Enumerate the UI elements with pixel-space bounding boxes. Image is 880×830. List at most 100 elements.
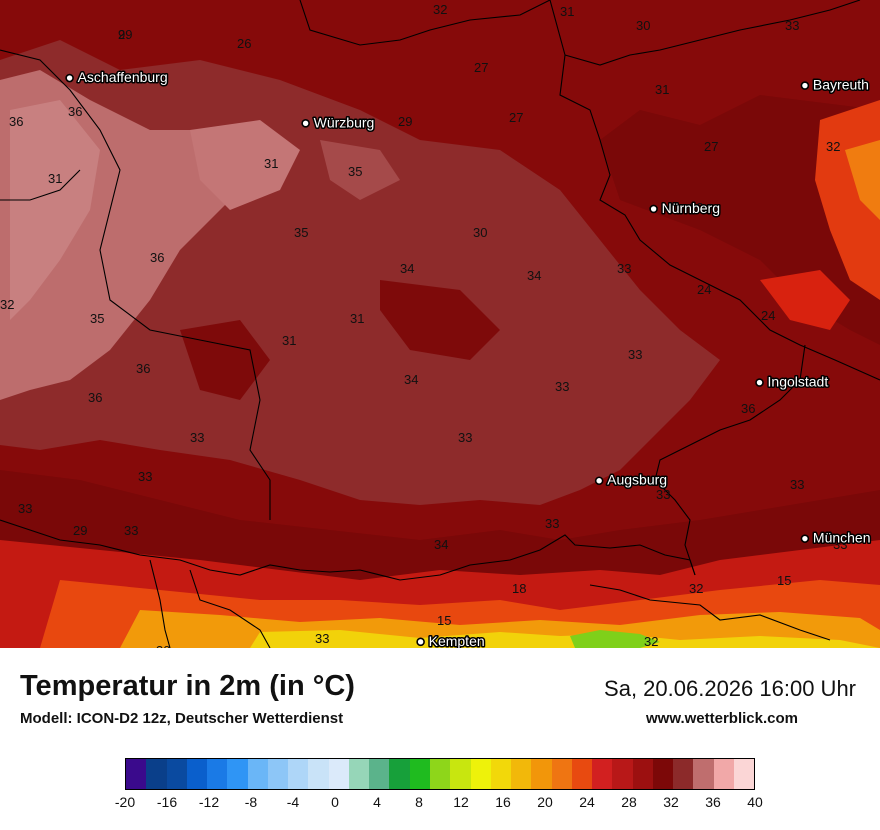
isotherm-label: 31 [264, 156, 278, 171]
isotherm-label: 32 [826, 139, 840, 154]
isotherm-label: 33 [555, 379, 569, 394]
isotherm-label: 33 [18, 501, 32, 516]
isotherm-label: 33 [545, 516, 559, 531]
temperature-map[interactable]: 29 26 32 31 30 33 27 31 36 36 29 27 27 32 31 31 35 36 35 32… [0, 0, 880, 648]
color-scale-swatch [267, 759, 289, 789]
color-scale-swatch [612, 759, 633, 789]
isotherm-label: 36 [9, 114, 23, 129]
city-dot [755, 378, 764, 387]
isotherm-label: 33 [458, 430, 472, 445]
color-scale-swatch [186, 759, 208, 789]
isotherm-label: 33 [190, 430, 204, 445]
isotherm-label: 29 [398, 114, 412, 129]
city-marker[interactable]: Würzburg [301, 113, 376, 132]
isotherm-label: 31 [350, 311, 364, 326]
color-scale-swatch [693, 759, 714, 789]
isotherm-label: 34 [434, 537, 448, 552]
isotherm-label: 18 [512, 581, 526, 596]
city-marker[interactable]: Aschaffenburg [65, 68, 169, 87]
color-scale-swatch [308, 759, 329, 789]
city-label: München [813, 530, 871, 546]
isotherm-label: 32 [0, 297, 14, 312]
color-scale-swatch [409, 759, 430, 789]
website-link[interactable]: www.wetterblick.com [646, 710, 798, 727]
isotherm-label: 33 [628, 347, 642, 362]
color-scale-swatch [288, 759, 309, 789]
city-marker[interactable]: Ingolstadt [755, 372, 830, 391]
city-dot [800, 81, 810, 90]
isotherm-label: 9 [118, 27, 125, 42]
color-scale-tick: 0 [331, 794, 339, 810]
color-scale-swatch [652, 759, 674, 789]
city-dot [416, 637, 425, 647]
color-scale-swatch [733, 759, 755, 789]
color-scale-swatch [551, 759, 572, 789]
isotherm-label: 36 [741, 401, 755, 416]
isotherm-label: 31 [48, 171, 62, 186]
color-scale-swatch [450, 759, 471, 789]
city-label: Würzburg [314, 114, 375, 130]
isotherm-label: 27 [474, 60, 488, 75]
forecast-datetime: Sa, 20.06.2026 16:00 Uhr [604, 676, 856, 701]
color-scale-tick: 20 [537, 794, 553, 810]
isotherm-label: 15 [437, 613, 451, 628]
city-marker[interactable]: Nürnberg [649, 198, 721, 217]
color-scale-tick: 32 [663, 794, 679, 810]
borders [0, 0, 880, 648]
city-marker[interactable]: Kempten [416, 631, 486, 648]
color-scale-swatch [369, 759, 390, 789]
isotherm-label: 33 [656, 487, 670, 502]
isotherm-label: 36 [88, 390, 102, 405]
color-scale-swatch [713, 759, 734, 789]
isotherm-label: 33 [833, 537, 847, 552]
isotherm-label: 26 [237, 36, 251, 51]
isotherm-label: 27 [704, 139, 718, 154]
city-marker[interactable]: Bayreuth [800, 75, 870, 94]
isotherm-label: 30 [473, 225, 487, 240]
color-scale-swatch [126, 759, 147, 789]
color-scale-swatch [166, 759, 187, 789]
isotherm-label: 24 [761, 308, 775, 323]
isotherm-label: 34 [400, 261, 414, 276]
color-scale-tick: 12 [453, 794, 469, 810]
isotherm-label: 30 [636, 18, 650, 33]
color-scale-tick: -16 [156, 794, 178, 810]
color-scale-tick: 36 [705, 794, 721, 810]
isotherm-label: 35 [294, 225, 308, 240]
city-dot [301, 119, 310, 128]
city-dot [800, 534, 810, 543]
map-title: Temperatur in 2m (in °C) [20, 670, 355, 702]
color-scale-swatch [490, 759, 512, 789]
color-scale-tick: 24 [579, 794, 595, 810]
color-scale-swatch [511, 759, 532, 789]
city-marker[interactable]: Augsburg [594, 470, 669, 489]
city-marker[interactable]: München [800, 528, 872, 547]
city-label: Nürnberg [662, 200, 720, 216]
color-scale-swatch [531, 759, 552, 789]
isotherm-label: 33 [124, 523, 138, 538]
isotherm-label: 32 [689, 581, 703, 596]
isotherm-label: 36 [136, 361, 150, 376]
city-dot [594, 476, 604, 486]
color-scale-swatch [328, 759, 349, 789]
temperature-zones [0, 0, 880, 648]
isotherm-label: 33 [785, 18, 799, 33]
color-scale-swatch [592, 759, 613, 789]
isotherm-labels: 29 26 32 31 30 33 27 31 36 36 29 27 27 32 31 31 35 36 35 32… [0, 2, 847, 648]
color-scale-swatch [673, 759, 694, 789]
isotherm-label: 33 [138, 469, 152, 484]
color-scale-swatch [632, 759, 653, 789]
city-dot [649, 204, 658, 214]
city-label: Bayreuth [813, 77, 869, 93]
isotherm-label: 35 [348, 164, 362, 179]
isotherm-label: 15 [777, 573, 791, 588]
color-scale-tick: 8 [415, 794, 423, 810]
isotherm-label: 27 [509, 110, 523, 125]
isotherm-label: 30 [156, 643, 170, 648]
isotherm-label: 34 [404, 372, 418, 387]
city-markers: AschaffenburgWürzburgBayreuthNürnbergReg… [65, 68, 872, 648]
color-scale-tick: -8 [244, 794, 258, 810]
model-info: Modell: ICON-D2 12z, Deutscher Wetterdie… [20, 710, 344, 727]
isotherm-label: 36 [150, 250, 164, 265]
color-scale-tick: 28 [621, 794, 637, 810]
